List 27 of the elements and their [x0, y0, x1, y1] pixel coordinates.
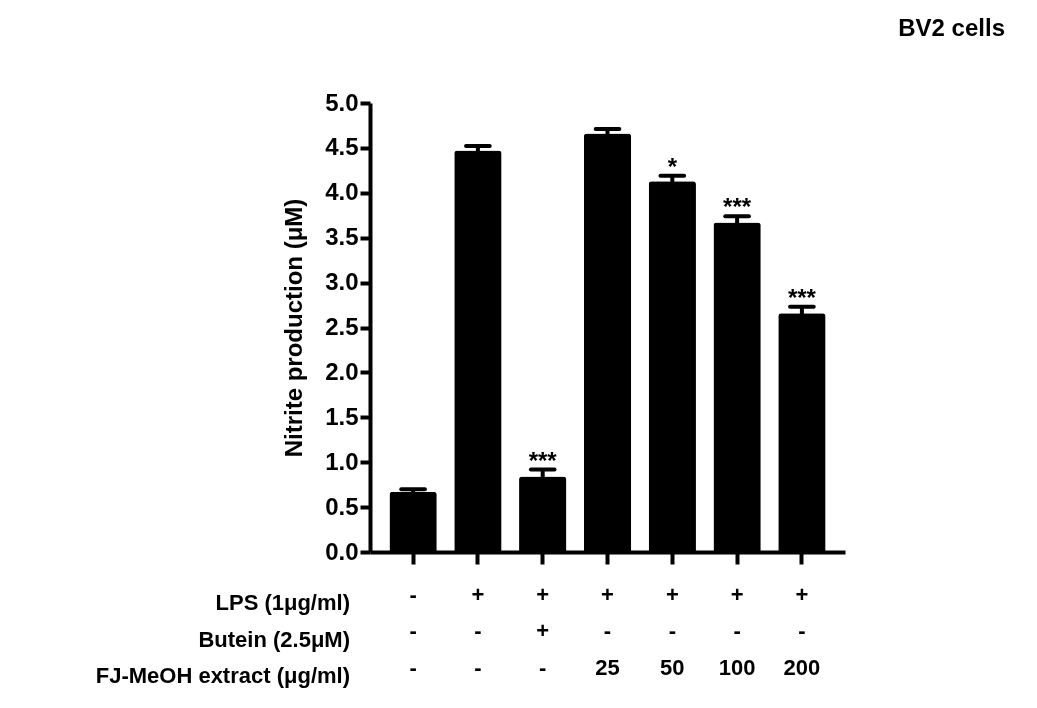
text: Butein (2.5μM) [198, 626, 350, 652]
y-tick-label: 0.5 [325, 492, 359, 520]
x-tick-label: + - 50 [660, 581, 685, 680]
y-tick-label: 2.0 [325, 357, 359, 385]
y-tick-label: 1.0 [325, 447, 359, 475]
x-tick-label: + - 25 [595, 581, 620, 680]
annotation: *** [787, 283, 817, 311]
y-tick-label: 1.5 [325, 402, 359, 430]
x-tick-label: + - 200 [783, 581, 821, 680]
x-tick-label: - - - [409, 581, 417, 680]
x-tick-label: + + - [536, 581, 550, 680]
y-tick-label: 3.5 [325, 223, 359, 251]
y-tick-label: 4.0 [325, 178, 359, 206]
y-tick-label: 5.0 [325, 88, 359, 116]
y-axis-title: Nitrite production (μM) [280, 198, 308, 458]
y-tick-label: 0.0 [325, 537, 359, 565]
x-tick-label: + - 100 [718, 581, 756, 680]
annotation: *** [528, 446, 558, 474]
text: BV2 cells [898, 14, 1005, 41]
annotation: *** [723, 193, 752, 221]
x-tick-label: + - - [471, 581, 485, 680]
y-tick-label: 2.5 [325, 313, 359, 340]
text: FJ-MeOH extract (μg/ml) [95, 663, 350, 688]
text: LPS (1μg/ml) [215, 590, 350, 615]
y-tick-label: 4.5 [325, 133, 359, 161]
y-tick-label: 3.0 [325, 268, 359, 296]
annotation: * [667, 152, 678, 180]
